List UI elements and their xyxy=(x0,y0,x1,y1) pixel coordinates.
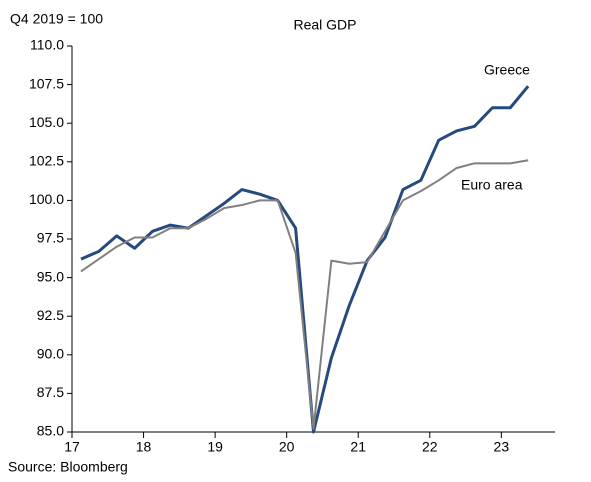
y-tick-label: 107.5 xyxy=(29,75,64,91)
y-tick-label: 97.5 xyxy=(37,230,64,246)
y-tick-label: 90.0 xyxy=(37,346,64,362)
x-tick-label: 23 xyxy=(494,439,510,455)
x-tick-label: 21 xyxy=(350,439,366,455)
x-tick-label: 20 xyxy=(279,439,295,455)
y-tick-label: 87.5 xyxy=(37,384,64,400)
series-line xyxy=(80,159,529,430)
y-tick-label: 102.5 xyxy=(29,153,64,169)
y-axis-unit: Q4 2019 = 100 xyxy=(10,11,103,27)
series-line xyxy=(80,85,530,434)
x-tick-label: 17 xyxy=(64,439,80,455)
y-tick-label: 95.0 xyxy=(37,268,64,284)
y-tick-label: 105.0 xyxy=(29,114,64,130)
y-tick-label: 85.0 xyxy=(37,423,64,439)
legend-label: Greece xyxy=(484,62,530,78)
legend-label: Euro area xyxy=(461,177,523,193)
x-tick-label: 18 xyxy=(136,439,152,455)
chart-title: Real GDP xyxy=(293,17,356,33)
y-tick-label: 100.0 xyxy=(29,191,64,207)
source: Source: Bloomberg xyxy=(8,459,128,475)
y-tick-label: 92.5 xyxy=(37,307,64,323)
x-tick-label: 22 xyxy=(422,439,438,455)
x-tick-label: 19 xyxy=(207,439,223,455)
y-tick-label: 110.0 xyxy=(30,37,64,53)
